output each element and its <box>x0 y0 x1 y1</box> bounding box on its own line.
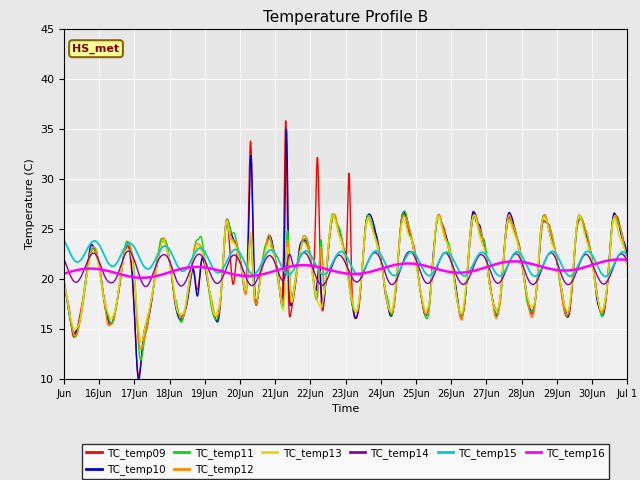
TC_temp12 <box>623 262 631 267</box>
TC_temp11 <box>137 358 145 363</box>
TC_temp14 <box>60 256 68 262</box>
TC_temp10 <box>60 278 68 284</box>
TC_temp14 <box>357 275 365 281</box>
TC_temp14 <box>266 252 273 258</box>
TC_temp09 <box>134 373 142 379</box>
TC_temp13 <box>138 339 145 345</box>
Line: TC_temp14: TC_temp14 <box>64 251 627 287</box>
TC_temp13 <box>357 280 365 286</box>
TC_temp12 <box>357 282 365 288</box>
TC_temp15 <box>602 274 609 279</box>
TC_temp13 <box>470 212 478 217</box>
Text: HS_met: HS_met <box>72 44 120 54</box>
TC_temp09 <box>265 234 273 240</box>
TC_temp13 <box>265 241 273 247</box>
TC_temp10 <box>357 279 365 285</box>
TC_temp16 <box>589 262 597 267</box>
TC_temp14 <box>204 263 211 269</box>
TC_temp10 <box>265 233 273 239</box>
Title: Temperature Profile B: Temperature Profile B <box>263 10 428 25</box>
Y-axis label: Temperature (C): Temperature (C) <box>24 158 35 250</box>
TC_temp13 <box>593 292 601 298</box>
Line: TC_temp10: TC_temp10 <box>64 129 627 379</box>
TC_temp13 <box>590 272 598 278</box>
TC_temp13 <box>623 259 631 265</box>
TC_temp16 <box>593 261 600 266</box>
TC_temp15 <box>243 264 250 269</box>
TC_temp11 <box>203 272 211 278</box>
TC_temp12 <box>60 278 68 284</box>
TC_temp10 <box>623 253 631 259</box>
TC_temp09 <box>593 290 601 296</box>
TC_temp12 <box>138 347 145 352</box>
TC_temp09 <box>357 281 365 287</box>
TC_temp10 <box>283 126 291 132</box>
TC_temp15 <box>265 248 273 254</box>
TC_temp10 <box>590 270 598 276</box>
TC_temp09 <box>203 270 211 276</box>
TC_temp15 <box>60 238 68 243</box>
TC_temp16 <box>138 275 146 281</box>
TC_temp14 <box>623 258 631 264</box>
TC_temp10 <box>203 276 211 281</box>
TC_temp09 <box>60 279 68 285</box>
TC_temp15 <box>356 271 364 277</box>
TC_temp14 <box>593 272 601 278</box>
TC_temp09 <box>243 276 251 282</box>
Bar <box>64 29 627 204</box>
Legend: TC_temp09, TC_temp10, TC_temp11, TC_temp12, TC_temp13, TC_temp14, TC_temp15, TC_: TC_temp09, TC_temp10, TC_temp11, TC_temp… <box>82 444 609 480</box>
TC_temp16 <box>203 265 211 271</box>
TC_temp09 <box>282 118 289 124</box>
TC_temp11 <box>60 280 68 286</box>
TC_temp12 <box>593 291 601 297</box>
TC_temp12 <box>330 211 338 217</box>
TC_temp15 <box>589 254 597 260</box>
Line: TC_temp16: TC_temp16 <box>64 260 627 278</box>
TC_temp11 <box>357 282 365 288</box>
TC_temp11 <box>243 283 251 289</box>
TC_temp13 <box>203 271 211 276</box>
TC_temp16 <box>265 270 273 276</box>
Line: TC_temp15: TC_temp15 <box>64 240 627 276</box>
TC_temp11 <box>623 258 631 264</box>
TC_temp16 <box>243 273 251 279</box>
TC_temp14 <box>141 284 149 289</box>
TC_temp11 <box>590 268 598 274</box>
TC_temp10 <box>134 376 142 382</box>
TC_temp12 <box>203 273 211 278</box>
TC_temp09 <box>590 268 598 274</box>
Line: TC_temp11: TC_temp11 <box>64 211 627 360</box>
TC_temp11 <box>593 292 601 298</box>
TC_temp16 <box>60 271 68 276</box>
TC_temp14 <box>124 248 132 254</box>
TC_temp12 <box>590 267 598 273</box>
TC_temp12 <box>265 232 273 238</box>
Line: TC_temp09: TC_temp09 <box>64 121 627 376</box>
TC_temp15 <box>593 261 600 266</box>
Line: TC_temp13: TC_temp13 <box>64 215 627 342</box>
TC_temp16 <box>616 257 623 263</box>
TC_temp14 <box>243 277 251 283</box>
TC_temp13 <box>243 281 251 287</box>
TC_temp15 <box>203 252 211 258</box>
TC_temp16 <box>357 271 365 276</box>
TC_temp10 <box>243 280 251 286</box>
X-axis label: Time: Time <box>332 405 359 414</box>
TC_temp12 <box>243 286 251 292</box>
TC_temp09 <box>623 258 631 264</box>
TC_temp10 <box>593 297 601 302</box>
Line: TC_temp12: TC_temp12 <box>64 214 627 349</box>
TC_temp16 <box>623 257 631 263</box>
TC_temp13 <box>60 280 68 286</box>
TC_temp11 <box>265 236 273 241</box>
TC_temp15 <box>623 252 631 258</box>
TC_temp11 <box>401 208 408 214</box>
TC_temp14 <box>590 264 598 270</box>
